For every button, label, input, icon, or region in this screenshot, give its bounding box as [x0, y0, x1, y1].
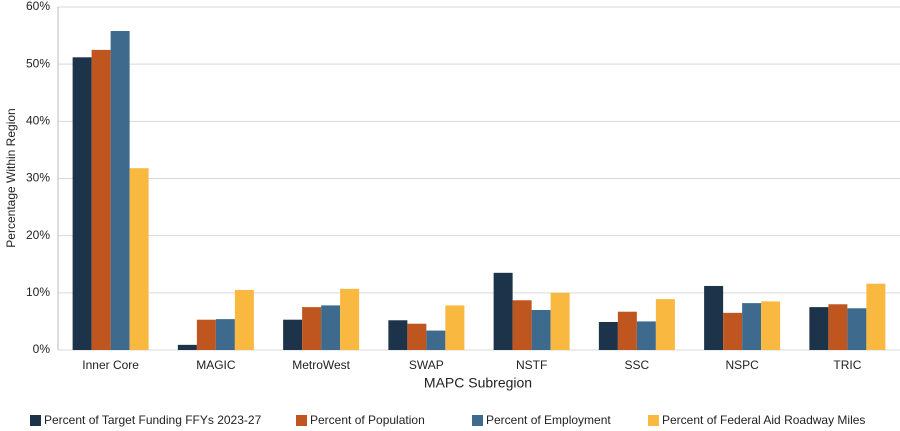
legend-label: Percent of Employment	[486, 413, 611, 427]
legend-swatch	[472, 415, 483, 426]
legend-swatch	[296, 415, 307, 426]
bar	[828, 304, 848, 350]
bar	[704, 285, 724, 350]
bar	[512, 300, 532, 350]
bar	[321, 305, 341, 350]
legend-swatch	[30, 415, 41, 426]
x-tick-label: NSPC	[725, 358, 759, 372]
y-tick-label: 10%	[26, 285, 50, 299]
x-tick-label: SWAP	[409, 358, 444, 372]
bar	[655, 299, 675, 350]
bar	[388, 320, 408, 350]
bar	[407, 323, 427, 350]
x-tick-label: MetroWest	[292, 358, 350, 372]
bar	[493, 272, 513, 350]
bar	[617, 311, 637, 350]
y-tick-label: 40%	[26, 114, 50, 128]
x-tick-label: TRIC	[833, 358, 861, 372]
x-tick-label: MAGIC	[196, 358, 236, 372]
bar	[550, 292, 570, 350]
bar	[234, 289, 254, 350]
y-tick-label: 50%	[26, 56, 50, 70]
bar	[426, 330, 446, 350]
bar	[72, 57, 92, 350]
bar	[866, 283, 886, 350]
bar	[445, 305, 465, 350]
y-tick-label: 0%	[33, 342, 51, 356]
bar	[129, 168, 149, 350]
bar	[91, 49, 111, 350]
bar	[847, 308, 867, 350]
x-tick-label: SSC	[625, 358, 650, 372]
bar	[636, 321, 656, 350]
legend-label: Percent of Federal Aid Roadway Miles	[662, 413, 865, 427]
bar	[723, 312, 743, 350]
x-tick-label: NSTF	[516, 358, 547, 372]
bar	[531, 309, 551, 350]
y-tick-label: 30%	[26, 171, 50, 185]
legend-swatch	[648, 415, 659, 426]
y-tick-label: 20%	[26, 228, 50, 242]
legend-label: Percent of Target Funding FFYs 2023-27	[44, 413, 262, 427]
bar	[283, 319, 303, 350]
bar	[761, 301, 781, 350]
legend-label: Percent of Population	[310, 413, 425, 427]
x-tick-label: Inner Core	[82, 358, 139, 372]
bar	[598, 321, 618, 350]
bar	[177, 344, 197, 350]
bar	[809, 307, 829, 350]
bar	[215, 319, 235, 350]
bar	[340, 288, 360, 350]
y-tick-label: 60%	[26, 0, 50, 13]
y-axis-title: Percentage Within Region	[4, 108, 18, 247]
bar	[742, 303, 762, 350]
bar	[196, 319, 216, 350]
bar	[110, 31, 130, 350]
x-axis-title: MAPC Subregion	[424, 375, 532, 391]
bar	[302, 307, 322, 350]
